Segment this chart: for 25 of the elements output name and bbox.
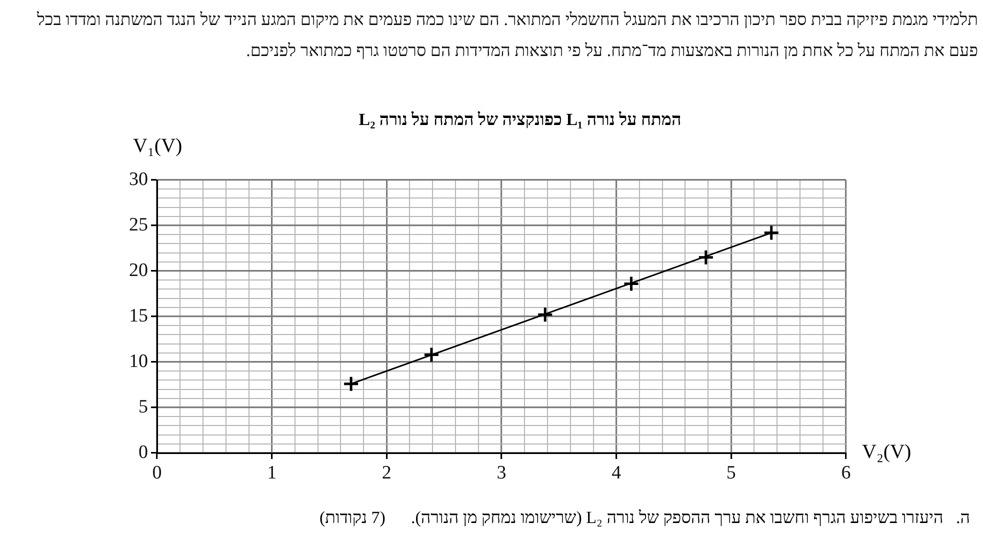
x-tick-label: 1 [267, 462, 277, 484]
text: ה. היעזרו בשיפוע הגרף וחשבו את ערך ההספק של נורה L₂ (שרישומו נמחק מן הנורה). (7 נקודות) [318, 508, 970, 528]
x-axis-title: V₂(V) [862, 441, 912, 464]
y-tick-label: 30 [129, 168, 148, 190]
text: תלמידי מגמת פיזיקה בבית ספר תיכון הרכיבו את המעגל החשמלי המתואר. הם שינו כמה פעמים את מיקום המגע הנייד של הנגד המשתנה ומדדו בכל פעם את המתח על כל אחת מן הנורות באמצעות מד־מתח. על פי תוצאות המדידות הם סרטטו גרף כמתואר לפניכם. [36, 9, 978, 62]
point [536, 306, 554, 323]
x-tick-label: 0 [152, 462, 162, 484]
point [763, 224, 780, 242]
y-tick-label: 10 [129, 350, 148, 372]
point [698, 249, 714, 266]
y-axis-title: V₁(V) [133, 135, 182, 158]
chart-title: המתח על נורה L₁ כפונקציה של המתח על נורה L₂ [358, 110, 682, 130]
x-tick-label: 6 [841, 462, 851, 484]
y-tick-label: 5 [138, 396, 148, 418]
y-tick-label: 15 [129, 305, 148, 326]
x-tick-label: 4 [612, 462, 622, 484]
x-tick-label: 2 [382, 462, 392, 484]
x-tick-label: 3 [496, 462, 506, 484]
point [623, 275, 640, 292]
x-tick-label: 5 [726, 462, 736, 484]
y-tick-label: 20 [129, 260, 148, 281]
point [342, 376, 360, 392]
y-tick-label: 0 [138, 442, 148, 463]
point [423, 346, 440, 363]
y-tick-label: 25 [129, 214, 148, 236]
